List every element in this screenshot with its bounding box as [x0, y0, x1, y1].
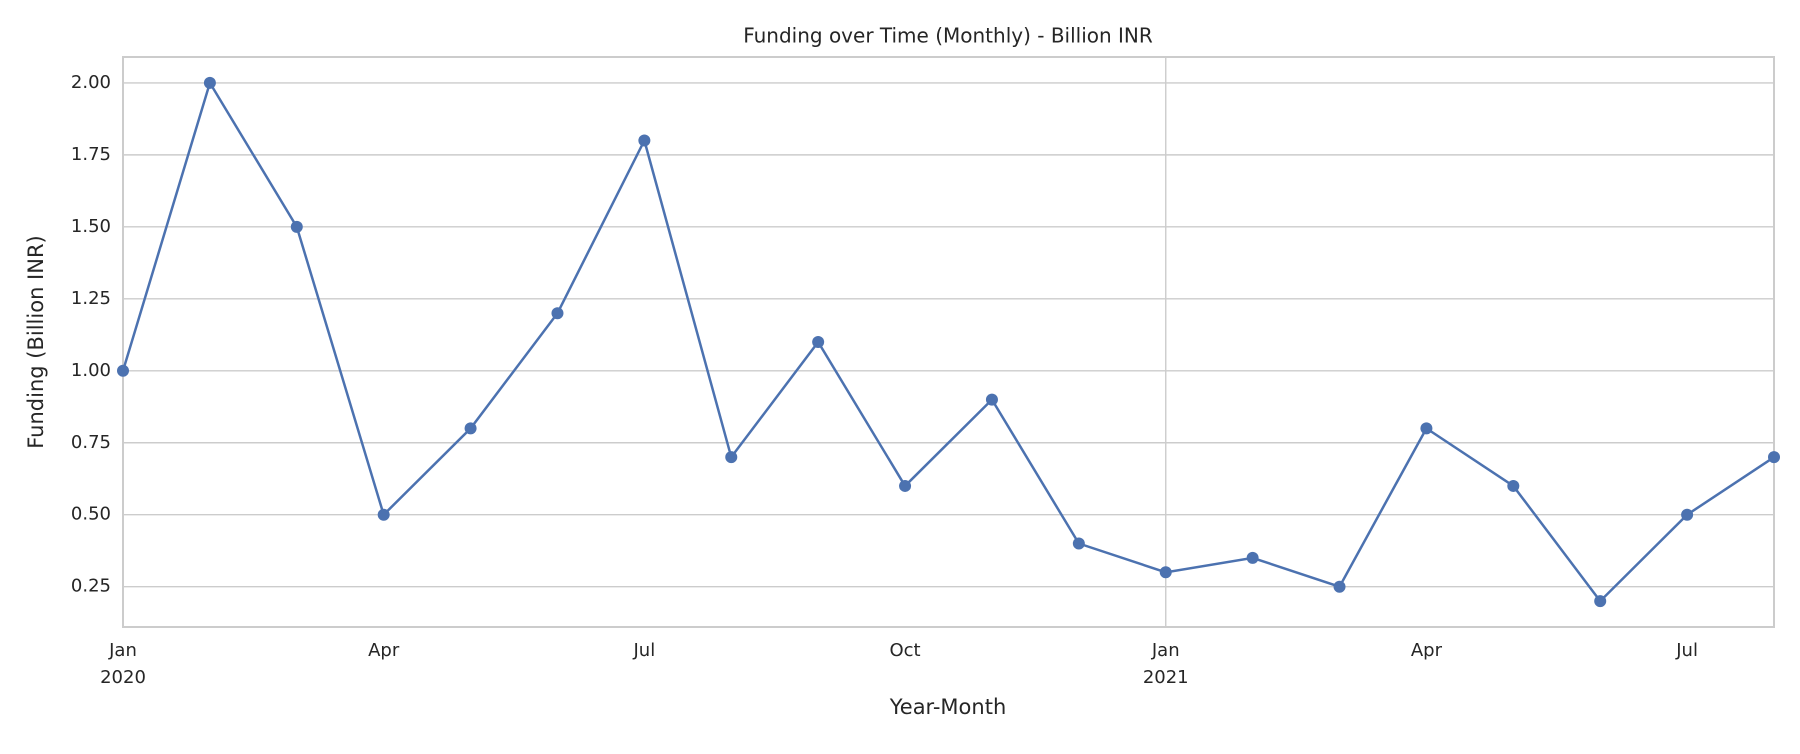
data-point [1159, 566, 1172, 579]
x-tick-label: Jul [1675, 640, 1698, 661]
y-tick-label: 2.00 [71, 72, 111, 93]
data-point [1333, 580, 1346, 593]
data-point [985, 393, 998, 406]
x-axis-title: Year-Month [889, 695, 1007, 719]
data-point [290, 220, 303, 233]
data-point [1594, 595, 1607, 608]
data-point [1768, 451, 1780, 464]
data-point [899, 479, 912, 492]
x-tick-label: Jan [108, 640, 137, 661]
x-tick-label: Jan [1151, 640, 1180, 661]
x-tick-label: Jul [633, 640, 656, 661]
data-point [1420, 422, 1433, 435]
y-tick-label: 0.25 [71, 576, 111, 597]
x-tick-label: Apr [1411, 640, 1443, 661]
data-point [117, 364, 129, 377]
x-tick-label: Oct [889, 640, 920, 661]
data-point [203, 76, 216, 89]
data-point [1681, 508, 1694, 521]
series-line [121, 79, 1775, 603]
data-point [1507, 479, 1520, 492]
y-tick-label: 0.50 [71, 504, 111, 525]
data-point [812, 336, 825, 348]
data-point [551, 307, 564, 320]
x-tick-label: Apr [368, 640, 400, 661]
data-point [638, 134, 651, 147]
data-point [377, 508, 390, 521]
y-tick-label: 1.25 [71, 288, 111, 309]
x-tick-year: 2021 [1143, 667, 1189, 688]
plot-frame [122, 56, 1775, 628]
y-tick-label: 1.50 [71, 216, 111, 237]
data-point [1072, 537, 1085, 550]
y-tick-label: 0.75 [71, 432, 111, 453]
data-point [725, 451, 738, 464]
y-tick-label: 1.75 [71, 144, 111, 165]
y-axis-title: Funding (Billion INR) [24, 235, 48, 449]
data-point [464, 422, 477, 435]
data-point [1246, 551, 1259, 564]
x-tick-year: 2020 [100, 667, 146, 688]
y-tick-label: 1.00 [71, 360, 111, 381]
chart-title: Funding over Time (Monthly) - Billion IN… [743, 24, 1153, 48]
